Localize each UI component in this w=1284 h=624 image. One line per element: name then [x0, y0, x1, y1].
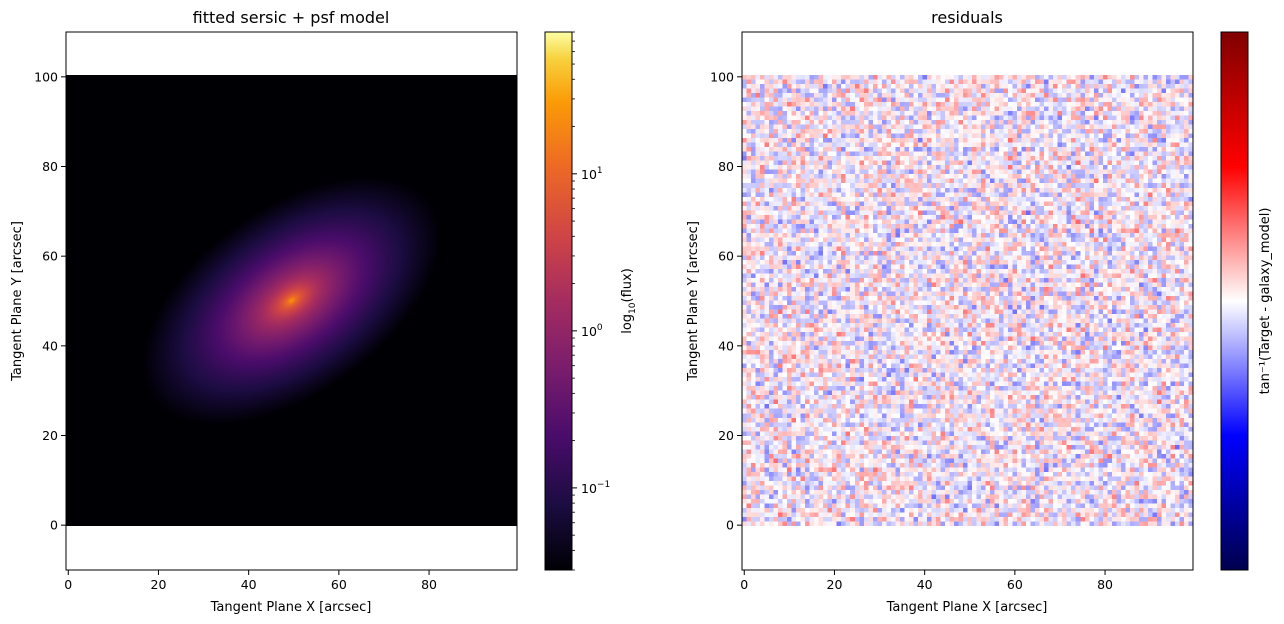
residuals-y-tick-label: 0 [726, 518, 734, 533]
model-y-tick-label: 100 [34, 69, 58, 84]
model-x-tick-label: 80 [421, 577, 437, 592]
model-y-tick-label: 40 [42, 338, 58, 353]
residuals-x-tick-label: 0 [740, 577, 748, 592]
model-panel: fitted sersic + psf model 0 20 40 60 80 0 20 4… [10, 8, 638, 615]
residuals-y-tick-label: 20 [718, 428, 734, 443]
residuals-x-label: Tangent Plane X [arcsec] [886, 600, 1048, 615]
model-colorbar-ticks: 10−1 100 101 [572, 31, 610, 571]
model-image [66, 75, 517, 526]
model-y-tick-label: 0 [50, 518, 58, 533]
model-x-label: Tangent Plane X [arcsec] [210, 600, 372, 615]
residuals-y-label: Tangent Plane Y [arcsec] [686, 221, 701, 382]
model-y-axis: 0 20 40 60 80 100 [34, 69, 66, 533]
model-y-tick-label: 80 [42, 159, 58, 174]
model-y-label: Tangent Plane Y [arcsec] [10, 221, 25, 382]
residuals-title: residuals [931, 8, 1003, 27]
residuals-panel: residuals 0 20 40 60 80 0 20 40 60 80 100 Tangent… [686, 8, 1273, 615]
residuals-y-tick-label: 100 [710, 69, 734, 84]
residuals-y-axis: 0 20 40 60 80 100 [710, 69, 742, 533]
model-title: fitted sersic + psf model [193, 8, 390, 27]
model-y-tick-label: 60 [42, 249, 58, 264]
model-x-axis: 0 20 40 60 80 [64, 570, 437, 592]
model-colorbar-label: log10(flux) [620, 268, 638, 334]
model-y-tick-label: 20 [42, 428, 58, 443]
residuals-colorbar-label: tan⁻¹(Target - galaxy_model) [1258, 208, 1273, 395]
model-colorbar [544, 31, 573, 571]
model-colorbar-tick-label: 100 [581, 323, 603, 339]
residuals-x-tick-label: 40 [917, 577, 933, 592]
residuals-y-tick-label: 40 [718, 338, 734, 353]
residuals-image [742, 75, 1193, 526]
residuals-plot-frame [741, 31, 1194, 571]
model-plot-frame [65, 31, 518, 571]
residuals-y-tick-label: 60 [718, 249, 734, 264]
model-x-tick-label: 40 [241, 577, 257, 592]
model-x-tick-label: 20 [151, 577, 167, 592]
residuals-x-tick-label: 80 [1097, 577, 1113, 592]
residuals-x-axis: 0 20 40 60 80 [740, 570, 1113, 592]
model-colorbar-tick-label: 101 [581, 166, 603, 182]
residuals-colorbar [1220, 31, 1249, 571]
residuals-x-tick-label: 20 [827, 577, 843, 592]
model-x-tick-label: 60 [331, 577, 347, 592]
model-colorbar-tick-label: 10−1 [581, 480, 610, 496]
model-x-tick-label: 0 [64, 577, 72, 592]
residuals-x-tick-label: 60 [1007, 577, 1023, 592]
residuals-y-tick-label: 80 [718, 159, 734, 174]
